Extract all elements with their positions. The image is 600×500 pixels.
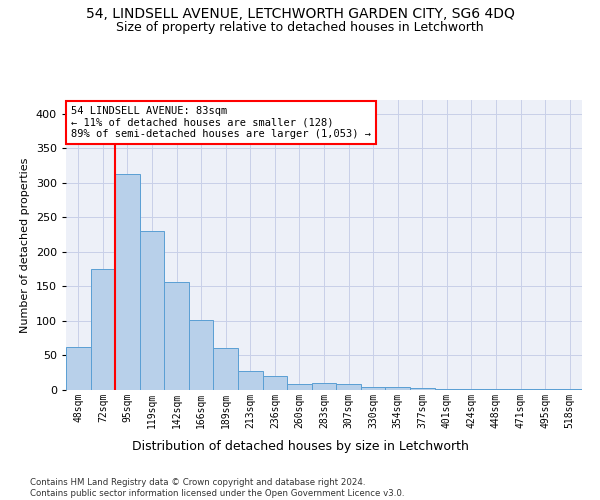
Text: Contains HM Land Registry data © Crown copyright and database right 2024.
Contai: Contains HM Land Registry data © Crown c… [30, 478, 404, 498]
Bar [238, 370, 263, 390]
Bar [361, 386, 385, 390]
Bar [434, 388, 459, 390]
Bar [533, 388, 557, 390]
Text: Size of property relative to detached houses in Letchworth: Size of property relative to detached ho… [116, 21, 484, 34]
Bar [164, 282, 189, 390]
Bar [115, 174, 140, 390]
Bar [287, 384, 312, 390]
Y-axis label: Number of detached properties: Number of detached properties [20, 158, 30, 332]
Bar [385, 387, 410, 390]
Bar [312, 383, 336, 390]
Bar [66, 347, 91, 390]
Bar [189, 320, 214, 390]
Text: 54 LINDSELL AVENUE: 83sqm
← 11% of detached houses are smaller (128)
89% of semi: 54 LINDSELL AVENUE: 83sqm ← 11% of detac… [71, 106, 371, 139]
Text: Distribution of detached houses by size in Letchworth: Distribution of detached houses by size … [131, 440, 469, 453]
Bar [459, 388, 484, 390]
Bar [263, 376, 287, 390]
Bar [91, 269, 115, 390]
Bar [214, 348, 238, 390]
Bar [336, 384, 361, 390]
Bar [410, 388, 434, 390]
Text: 54, LINDSELL AVENUE, LETCHWORTH GARDEN CITY, SG6 4DQ: 54, LINDSELL AVENUE, LETCHWORTH GARDEN C… [86, 8, 514, 22]
Bar [140, 230, 164, 390]
